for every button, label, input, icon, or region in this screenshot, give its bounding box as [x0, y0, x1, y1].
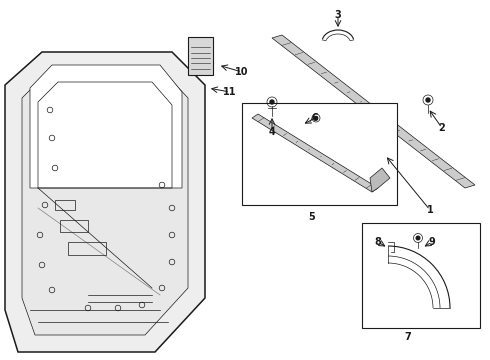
Text: 4: 4: [269, 127, 275, 137]
Bar: [60, 220, 88, 232]
Text: 11: 11: [223, 87, 237, 97]
Bar: [188, 37, 213, 75]
Polygon shape: [370, 168, 390, 192]
Text: 2: 2: [439, 123, 445, 133]
Text: 10: 10: [235, 67, 249, 77]
Bar: [68, 242, 106, 255]
Circle shape: [315, 117, 318, 120]
Text: 5: 5: [309, 212, 316, 222]
Bar: [55, 200, 75, 210]
Circle shape: [416, 236, 420, 240]
Polygon shape: [252, 114, 378, 192]
Polygon shape: [22, 68, 188, 335]
Polygon shape: [30, 65, 182, 188]
Text: 3: 3: [335, 10, 342, 20]
Text: 6: 6: [312, 113, 318, 123]
Bar: [242, 103, 397, 205]
Text: 9: 9: [429, 237, 436, 247]
Text: 8: 8: [374, 237, 381, 247]
Text: 7: 7: [405, 332, 412, 342]
Circle shape: [426, 98, 430, 102]
Polygon shape: [5, 52, 205, 352]
Circle shape: [270, 100, 274, 104]
Polygon shape: [272, 35, 475, 188]
Bar: [362, 223, 480, 328]
Text: 1: 1: [427, 205, 433, 215]
